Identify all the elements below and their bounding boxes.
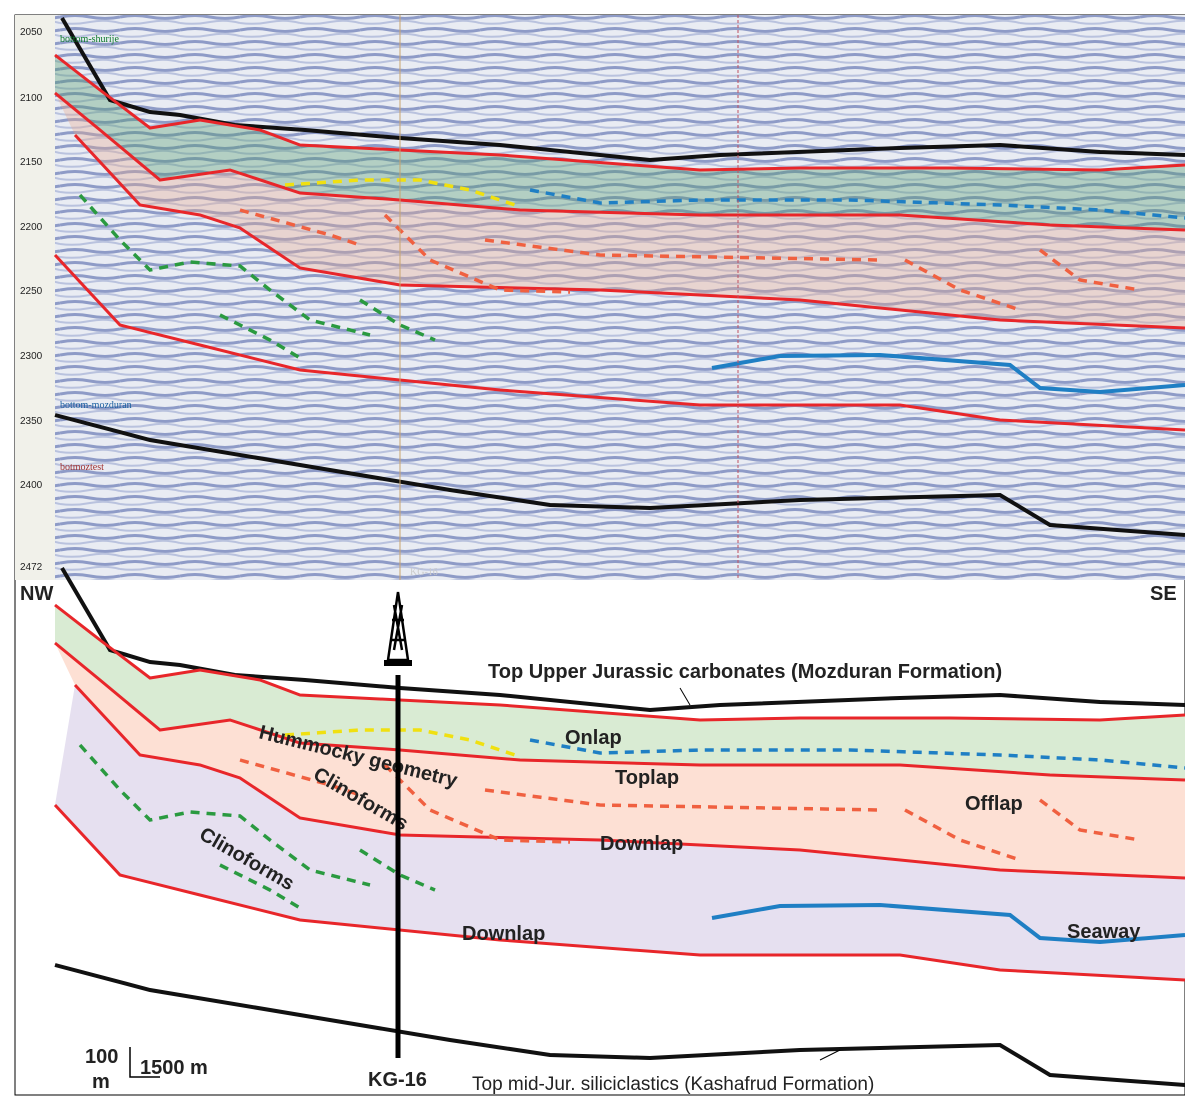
- annotation: Downlap: [462, 923, 545, 945]
- direction: NW: [20, 583, 53, 605]
- horizon-annotation: Top Upper Jurassic carbonates (Mozduran …: [488, 661, 1002, 683]
- interpretation-panel: [55, 568, 1185, 1085]
- depth-label: 2150: [20, 157, 43, 168]
- horizon-label: bottom-shurije: [60, 34, 119, 45]
- horizon-label: botmoztest: [60, 462, 104, 473]
- depth-label: 2472: [20, 562, 43, 573]
- annotation: Toplap: [615, 767, 679, 789]
- depth-label: 2350: [20, 416, 43, 427]
- well-label: KG-16: [368, 1069, 427, 1091]
- depth-label: 2200: [20, 222, 43, 233]
- horizon: [55, 965, 1185, 1085]
- scale-label: m: [92, 1071, 110, 1093]
- depth-label: 2250: [20, 286, 43, 297]
- horizon-label: bottom-mozduran: [60, 400, 132, 411]
- scale-label: 100: [85, 1046, 118, 1068]
- annotation: Seaway: [1067, 921, 1141, 943]
- annotation: Onlap: [565, 727, 622, 749]
- pointer: [820, 1050, 840, 1060]
- well-label: KG-16: [410, 567, 438, 578]
- depth-label: 2300: [20, 351, 43, 362]
- horizon-annotation: Top mid-Jur. siliciclastics (Kashafrud F…: [472, 1074, 874, 1095]
- direction: SE: [1150, 583, 1177, 605]
- figure: bottom-shurije bottom-mozduran botmoztes…: [0, 0, 1185, 1098]
- depth-label: 2400: [20, 480, 43, 491]
- scale-label: 1500 m: [140, 1057, 208, 1079]
- depth-label: 2050: [20, 27, 43, 38]
- annotation: Offlap: [965, 793, 1023, 815]
- annotation: Downlap: [600, 833, 683, 855]
- depth-label: 2100: [20, 93, 43, 104]
- pointer: [680, 688, 690, 705]
